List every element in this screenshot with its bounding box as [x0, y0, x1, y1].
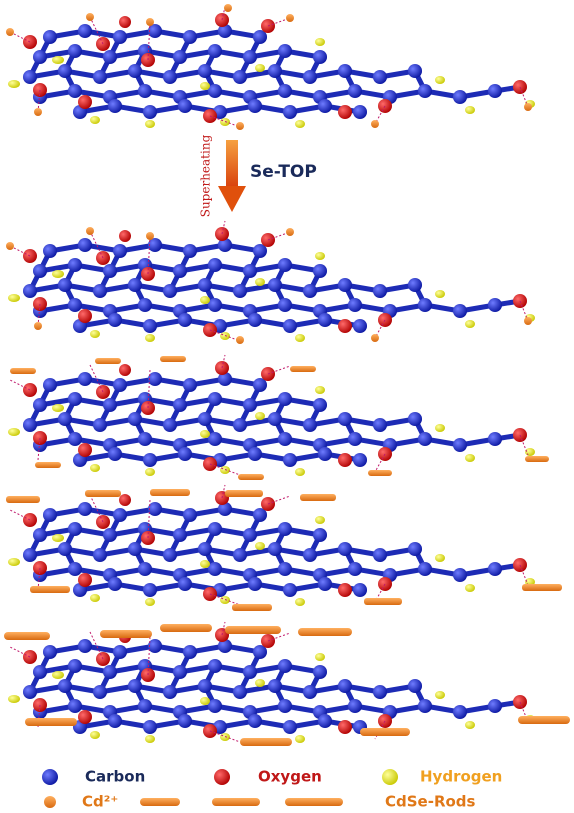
arrow-label: Superheating	[199, 134, 213, 217]
legend-label: Hydrogen	[420, 768, 502, 786]
reagent-label: Se-TOP	[250, 162, 317, 182]
sheet-1	[6, 4, 535, 130]
legend-label: Carbon	[85, 768, 145, 786]
sheet-2	[6, 221, 535, 344]
process-arrow: Superheating Se-TOP	[199, 134, 317, 217]
sheet-5	[4, 622, 570, 746]
legend: Carbon Oxygen Hydrogen Cd²⁺ CdSe-Rods	[42, 768, 502, 811]
sheet-3	[8, 355, 549, 480]
legend-label: Cd²⁺	[82, 793, 118, 811]
diagram: Superheating Se-TOP	[0, 0, 574, 813]
legend-label: Oxygen	[258, 768, 322, 786]
sheet-4	[6, 485, 562, 611]
legend-label: CdSe-Rods	[385, 793, 476, 811]
